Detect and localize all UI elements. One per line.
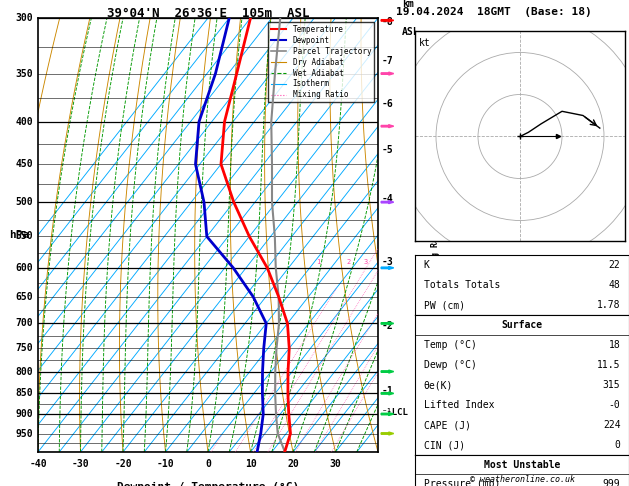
Text: 18: 18 bbox=[609, 340, 620, 350]
Text: 0: 0 bbox=[615, 440, 620, 450]
Text: -30: -30 bbox=[72, 458, 89, 469]
Text: 550: 550 bbox=[15, 231, 33, 242]
Text: 750: 750 bbox=[15, 343, 33, 353]
Text: 315: 315 bbox=[603, 380, 620, 390]
Text: -1: -1 bbox=[381, 386, 393, 396]
Text: 450: 450 bbox=[15, 159, 33, 169]
Text: kt: kt bbox=[419, 38, 431, 48]
Text: 0: 0 bbox=[205, 458, 211, 469]
Text: -20: -20 bbox=[114, 458, 132, 469]
Text: ⁻¹LCL: ⁻¹LCL bbox=[381, 408, 408, 417]
Text: PW (cm): PW (cm) bbox=[423, 300, 465, 310]
Text: -10: -10 bbox=[157, 458, 174, 469]
Text: 224: 224 bbox=[603, 420, 620, 430]
Text: ASL: ASL bbox=[402, 27, 420, 36]
Text: Most Unstable: Most Unstable bbox=[484, 460, 560, 469]
Text: -2: -2 bbox=[381, 321, 393, 331]
Text: -8: -8 bbox=[381, 17, 393, 27]
Text: 400: 400 bbox=[15, 117, 33, 127]
Legend: Temperature, Dewpoint, Parcel Trajectory, Dry Adiabat, Wet Adiabat, Isotherm, Mi: Temperature, Dewpoint, Parcel Trajectory… bbox=[268, 22, 374, 103]
Text: Dewp (°C): Dewp (°C) bbox=[423, 360, 476, 370]
Text: Pressure (mb): Pressure (mb) bbox=[423, 479, 500, 486]
Text: 1: 1 bbox=[316, 259, 321, 265]
Text: 600: 600 bbox=[15, 263, 33, 273]
Text: 850: 850 bbox=[15, 388, 33, 399]
Text: -6: -6 bbox=[381, 99, 393, 109]
Text: 22: 22 bbox=[609, 260, 620, 270]
Text: © weatheronline.co.uk: © weatheronline.co.uk bbox=[470, 474, 574, 484]
Text: CIN (J): CIN (J) bbox=[423, 440, 465, 450]
Text: 48: 48 bbox=[609, 280, 620, 290]
Text: 300: 300 bbox=[15, 13, 33, 23]
Text: 950: 950 bbox=[15, 429, 33, 438]
Text: Mixing Ratio (g/kg): Mixing Ratio (g/kg) bbox=[431, 188, 440, 282]
Text: Dewpoint / Temperature (°C): Dewpoint / Temperature (°C) bbox=[117, 483, 299, 486]
Text: 2: 2 bbox=[347, 259, 350, 265]
Text: Lifted Index: Lifted Index bbox=[423, 400, 494, 410]
Text: -7: -7 bbox=[381, 56, 393, 66]
Text: Totals Totals: Totals Totals bbox=[423, 280, 500, 290]
Text: hPa: hPa bbox=[9, 230, 30, 240]
Text: -3: -3 bbox=[381, 257, 393, 267]
Text: 700: 700 bbox=[15, 318, 33, 329]
Text: 1.78: 1.78 bbox=[597, 300, 620, 310]
Text: 650: 650 bbox=[15, 292, 33, 302]
Text: 3: 3 bbox=[364, 259, 367, 265]
Text: Temp (°C): Temp (°C) bbox=[423, 340, 476, 350]
Text: -5: -5 bbox=[381, 145, 393, 156]
Text: 350: 350 bbox=[15, 69, 33, 79]
Text: 10: 10 bbox=[245, 458, 257, 469]
Text: 19.04.2024  18GMT  (Base: 18): 19.04.2024 18GMT (Base: 18) bbox=[396, 7, 592, 17]
Text: 500: 500 bbox=[15, 197, 33, 207]
Text: K: K bbox=[423, 260, 430, 270]
Text: θe(K): θe(K) bbox=[423, 380, 453, 390]
Text: 800: 800 bbox=[15, 366, 33, 377]
Text: Surface: Surface bbox=[501, 320, 543, 330]
Text: km: km bbox=[402, 0, 413, 9]
Text: 11.5: 11.5 bbox=[597, 360, 620, 370]
Text: 30: 30 bbox=[330, 458, 342, 469]
Text: -4: -4 bbox=[381, 193, 393, 204]
Text: -0: -0 bbox=[609, 400, 620, 410]
Text: 20: 20 bbox=[287, 458, 299, 469]
Text: 900: 900 bbox=[15, 409, 33, 419]
Text: 999: 999 bbox=[603, 479, 620, 486]
Text: CAPE (J): CAPE (J) bbox=[423, 420, 470, 430]
Text: 39°04'N  26°36'E  105m  ASL: 39°04'N 26°36'E 105m ASL bbox=[107, 7, 309, 20]
Text: -40: -40 bbox=[29, 458, 47, 469]
